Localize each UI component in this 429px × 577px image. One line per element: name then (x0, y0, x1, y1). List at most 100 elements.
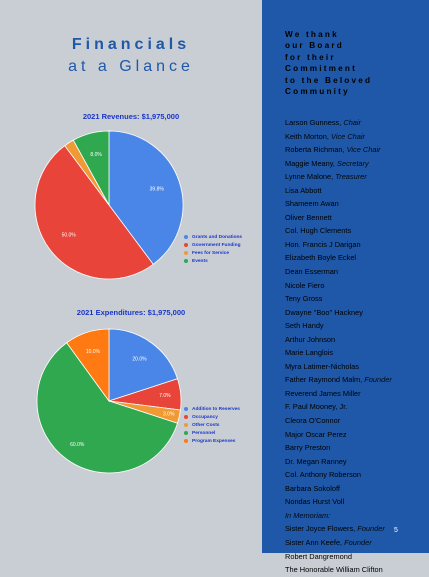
legend-swatch-1-3 (184, 431, 188, 435)
legend-item-0-0: Grants and Donations (184, 233, 242, 241)
legend-swatch-0-0 (184, 235, 188, 239)
board-member: Nicole Fiero (285, 279, 425, 293)
board-member-name: Barry Preston (285, 443, 331, 453)
board-member: Elizabeth Boyle Eckel (285, 251, 425, 265)
legend-item-1-3: Personnel (184, 429, 240, 437)
pie-label-1-0: 20.0% (132, 356, 147, 362)
financials-panel: Financials at a Glance 2021 Revenues: $1… (34, 36, 243, 474)
pie-slice-1-0 (108, 328, 178, 402)
board-member-role: Founder (362, 375, 392, 385)
board-member-role: In Memoriam: (285, 510, 331, 520)
board-member: Dwayne "Boo" Hackney (285, 306, 425, 320)
board-member: Maggie Meany, Secretary (285, 157, 425, 171)
board-member-name: Roberta Richman, (285, 145, 345, 155)
board-member: Col. Hugh Clements (285, 224, 425, 238)
expenditures-pie-chart: 20.0% 7.0% 3.0% 60.0% 10.0% (36, 328, 182, 474)
board-member-name: Hon. Francis J Darigan (285, 239, 361, 249)
legend-label-1-0: Addition to Reserves (192, 406, 240, 412)
board-member-name: Lisa Abbott (285, 185, 322, 195)
board-member: Myra Latimer-Nicholas (285, 360, 425, 374)
expenditures-chart-title: 2021 Expenditures: $1,975,000 (76, 308, 186, 317)
legend-label-0-0: Grants and Donations (192, 234, 243, 240)
legend-swatch-1-4 (184, 439, 188, 443)
pie-slice-0-3 (72, 130, 110, 206)
board-member-name: Col. Hugh Clements (285, 226, 352, 236)
board-member-name: Dwayne "Boo" Hackney (285, 307, 363, 317)
legend-swatch-1-0 (184, 407, 188, 411)
board-panel (262, 0, 429, 553)
board-member-name: Col. Anthony Roberson (285, 470, 362, 480)
board-member: Sister Ann Keefe, Founder (285, 536, 425, 550)
board-member: Arthur Johnson (285, 333, 425, 347)
board-member: Reverend James Miller (285, 387, 425, 401)
board-member-name: Myra Latimer-Nicholas (285, 361, 359, 371)
board-member: Barry Preston (285, 441, 425, 455)
legend-label-1-2: Other Costs (192, 422, 220, 428)
legend-item-0-3: Events (184, 257, 242, 265)
board-member: Col. Anthony Roberson (285, 468, 425, 482)
board-member: Barbara Sokoloff (285, 482, 425, 496)
board-member-name: Oliver Bennett (285, 212, 332, 222)
board-member: Hon. Francis J Darigan (285, 238, 425, 252)
pie-label-0-3: 8.0% (90, 152, 102, 158)
board-member-name: Barbara Sokoloff (285, 483, 340, 493)
board-member: Keith Morton, Vice Chair (285, 130, 425, 144)
board-member: Dean Esserman (285, 265, 425, 279)
page-title-line1: Financials (71, 36, 191, 53)
legend-swatch-1-2 (184, 423, 188, 427)
pie-slice-0-1 (34, 145, 154, 280)
board-member: Dr. Megan Ranney (285, 455, 425, 469)
board-member-name: Marie Langlois (285, 348, 334, 358)
board-member-name: Lynne Malone, (285, 172, 334, 182)
board-member-name: Shameem Awan (285, 199, 339, 209)
thanks-heading: We thank our Board for their Commitment to t… (285, 29, 425, 97)
board-member-name: Seth Handy (285, 321, 324, 331)
legend-label-1-1: Occupancy (192, 414, 218, 420)
legend-item-1-4: Program Expenses (184, 437, 240, 445)
board-member-role: Founder (342, 537, 372, 547)
board-member-name: Sister Joyce Flowers, (285, 524, 356, 534)
board-member-name: Sister Ann Keefe, (285, 537, 343, 547)
legend-swatch-0-3 (184, 259, 188, 263)
legend-label-0-3: Events (192, 258, 208, 264)
legend-item-1-1: Occupancy (184, 413, 240, 421)
legend-item-1-2: Other Costs (184, 421, 240, 429)
legend-label-1-3: Personnel (192, 430, 216, 436)
board-member: The Honorable William Clifton (285, 563, 425, 577)
board-member-name: The Honorable William Clifton (285, 565, 383, 575)
board-member: Seth Handy (285, 319, 425, 333)
board-member: Father Raymond Malm, Founder (285, 373, 425, 387)
board-member-name: Maggie Meany, (285, 158, 335, 168)
revenues-pie-chart: 39.8% 50.0% 8.0% (34, 130, 184, 280)
board-member-name: Nondas Hurst Voll (285, 497, 345, 507)
board-member: Major Oscar Perez (285, 428, 425, 442)
board-member-name: Larson Gunness, (285, 118, 342, 127)
pie-slice-1-4 (66, 328, 110, 403)
board-member: Nondas Hurst Voll (285, 495, 425, 509)
pie-slice-1-3 (36, 342, 178, 474)
board-member: Shameem Awan (285, 197, 425, 211)
revenues-legend: Grants and Donations Government Funding Fe… (184, 233, 242, 265)
board-member-name: Arthur Johnson (285, 334, 336, 344)
board-member-role: Vice Chair (344, 145, 381, 155)
board-member: Sister Joyce Flowers, Founder (285, 522, 425, 536)
board-member-name: Dr. Megan Ranney (285, 456, 347, 466)
legend-swatch-1-1 (184, 415, 188, 419)
board-member-role: Founder (355, 524, 385, 534)
board-member-name: F. Paul Mooney, Jr. (285, 402, 348, 412)
board-member: F. Paul Mooney, Jr. (285, 400, 425, 414)
thanks-line-0: We thank (285, 30, 339, 39)
legend-swatch-0-2 (184, 251, 188, 255)
board-member-name: Cleora O'Connor (285, 416, 341, 426)
pie-label-1-4: 10.0% (86, 349, 101, 355)
legend-item-0-2: Fees for Service (184, 249, 242, 257)
pie-label-1-3: 60.0% (70, 442, 85, 448)
legend-item-1-0: Addition to Reserves (184, 405, 240, 413)
board-member: Lisa Abbott (285, 184, 425, 198)
page-title-line2: at a Glance (68, 58, 194, 75)
thanks-line-4: to the Beloved (285, 75, 373, 85)
board-member: Larson Gunness, Chair (285, 116, 425, 130)
legend-label-0-1: Government Funding (192, 242, 241, 248)
board-member: Robert Dangremond (285, 550, 425, 564)
board-member-name: Nicole Fiero (285, 280, 325, 290)
